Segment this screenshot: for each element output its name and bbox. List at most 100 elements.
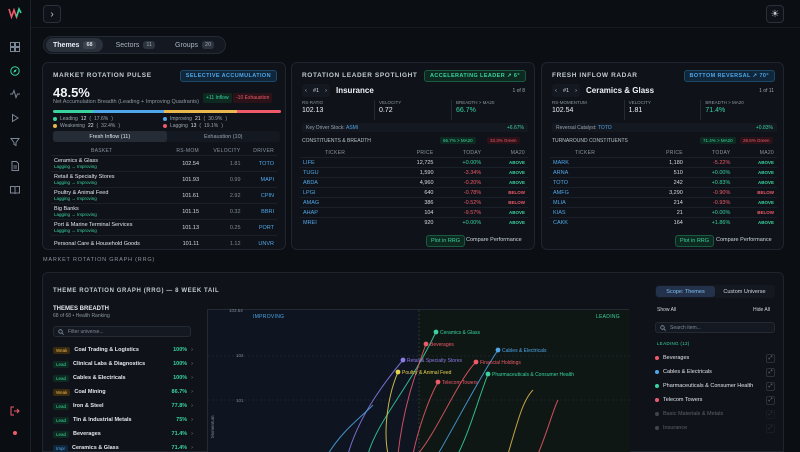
table-row[interactable]: Big Banks Lagging → Improving 101.15 0.32 BB…: [51, 203, 277, 220]
expand-icon[interactable]: ⤢: [766, 409, 775, 419]
theme-toggle-button[interactable]: ☀: [766, 5, 784, 23]
rrg-point[interactable]: [485, 371, 491, 377]
custom-universe-button[interactable]: Custom Universe: [723, 288, 766, 295]
book-icon[interactable]: [8, 183, 22, 197]
table-row[interactable]: LPGI 640 -0.78% BELOW: [300, 187, 528, 198]
play-icon[interactable]: [8, 111, 22, 125]
leading-item[interactable]: Beverages ⤢: [655, 351, 775, 365]
ticker-cell[interactable]: LIFE: [303, 159, 315, 166]
ticker-cell[interactable]: AMFG: [553, 189, 569, 196]
rotation-compass-icon[interactable]: [8, 64, 22, 78]
ticker-cell[interactable]: KIAS: [553, 209, 566, 216]
leading-item[interactable]: Basic Materials & Metals ⤢: [655, 407, 775, 421]
tab-sectors[interactable]: Sectors 11: [109, 38, 162, 52]
table-row[interactable]: Retail & Specialty Stores Lagging → Impro…: [51, 171, 277, 188]
ticker-cell[interactable]: AMAG: [303, 199, 320, 206]
rrg-point[interactable]: [495, 347, 501, 353]
rrg-point[interactable]: [423, 341, 429, 347]
table-row[interactable]: Poultry & Animal Feed Lagging → Improving…: [51, 187, 277, 204]
table-row[interactable]: CAKK 164 +1.86% ABOVE: [550, 217, 777, 228]
document-icon[interactable]: [8, 159, 22, 173]
driver-cell[interactable]: UNVR: [258, 240, 274, 247]
ticker-cell[interactable]: TOTO: [553, 179, 569, 186]
expand-sidebar-button[interactable]: ›: [43, 5, 61, 23]
compare-performance-button[interactable]: Compare Performance: [716, 237, 772, 243]
show-all-button[interactable]: Show All: [657, 307, 677, 313]
ticker-cell[interactable]: MARK: [553, 159, 569, 166]
table-row[interactable]: AMFG 3,290 -0.90% BELOW: [550, 187, 777, 198]
driver-cell[interactable]: CPIN: [260, 192, 274, 199]
app-logo-icon[interactable]: [8, 7, 22, 19]
rank-stepper[interactable]: ‹ #1 ›: [552, 84, 580, 97]
rrg-point[interactable]: [435, 379, 441, 385]
catalyst-ticker[interactable]: TOTO: [597, 124, 612, 131]
table-row[interactable]: MARK 1,180 -5.22% ABOVE: [550, 157, 777, 168]
tab-exhaustion[interactable]: Exhaustion (10): [203, 133, 243, 140]
expand-icon[interactable]: ⤢: [766, 423, 775, 433]
prev-icon[interactable]: ‹: [305, 87, 307, 94]
table-row[interactable]: TOTO 242 +0.83% ABOVE: [550, 177, 777, 188]
ticker-cell[interactable]: LPGI: [303, 189, 316, 196]
ticker-cell[interactable]: CAKK: [553, 219, 568, 226]
table-row[interactable]: MLIA 214 -0.93% ABOVE: [550, 197, 777, 208]
ticker-cell[interactable]: ARNA: [553, 169, 569, 176]
logout-icon[interactable]: [8, 404, 22, 418]
list-item[interactable]: Lead Iron & Steel 77.8% ›: [53, 399, 193, 413]
key-driver-ticker[interactable]: ASMI: [346, 124, 359, 131]
pulse-icon[interactable]: [8, 87, 22, 101]
rrg-point[interactable]: [473, 359, 479, 365]
tab-fresh-inflow[interactable]: Fresh Inflow (11): [53, 131, 167, 142]
ticker-cell[interactable]: MREI: [303, 219, 317, 226]
compare-performance-button[interactable]: Compare Performance: [466, 237, 522, 243]
list-item[interactable]: Lead Beverages 71.4% ›: [53, 427, 193, 441]
list-item[interactable]: Impr Ceramics & Glass 71.4% ›: [53, 441, 193, 452]
expand-icon[interactable]: ⤢: [766, 395, 775, 405]
rank-stepper[interactable]: ‹ #1 ›: [302, 84, 330, 97]
table-row[interactable]: MREI 920 +0.00% ABOVE: [300, 217, 528, 228]
driver-cell[interactable]: TOTO: [258, 160, 274, 167]
filter-input[interactable]: Filter universe...: [53, 326, 191, 337]
hide-all-button[interactable]: Hide All: [753, 307, 770, 313]
leading-item[interactable]: Pharmaceuticals & Consumer Health ⤢: [655, 379, 775, 393]
table-row[interactable]: Personal Care & Household Goods 101.11 1.1…: [51, 235, 277, 252]
expand-icon[interactable]: ⤢: [766, 381, 775, 391]
table-row[interactable]: AMAG 386 -0.52% BELOW: [300, 197, 528, 208]
table-row[interactable]: AHAP 104 -9.57% ABOVE: [300, 207, 528, 218]
leading-item[interactable]: Cables & Electricals ⤢: [655, 365, 775, 379]
leading-item[interactable]: Insurance ⤢: [655, 421, 775, 435]
table-row[interactable]: KIAS 21 +0.00% BELOW: [550, 207, 777, 218]
table-row[interactable]: Ceramics & Glass Lagging → Improving 102.5…: [51, 155, 277, 172]
driver-cell[interactable]: PORT: [258, 224, 274, 231]
driver-cell[interactable]: BBRI: [261, 208, 274, 215]
ticker-cell[interactable]: MLIA: [553, 199, 566, 206]
table-row[interactable]: ARNA 510 +0.00% ABOVE: [550, 167, 777, 178]
list-item[interactable]: Lead Clinical Labs & Diagnostics 100% ›: [53, 357, 193, 371]
list-item[interactable]: Weak Coal Trading & Logistics 100% ›: [53, 343, 193, 357]
table-row[interactable]: Port & Marine Terminal Services Lagging →…: [51, 219, 277, 236]
list-item[interactable]: Lead Cables & Electricals 100% ›: [53, 371, 193, 385]
prev-icon[interactable]: ‹: [555, 87, 557, 94]
filter-icon[interactable]: [8, 135, 22, 149]
ticker-cell[interactable]: AHAP: [303, 209, 318, 216]
ticker-cell[interactable]: ABDA: [303, 179, 318, 186]
plot-in-rrg-button[interactable]: Plot in RRG: [675, 235, 715, 247]
scope-themes-button[interactable]: Scope: Themes: [656, 286, 715, 297]
leading-item[interactable]: Telecom Towers ⤢: [655, 393, 775, 407]
expand-icon[interactable]: ⤢: [766, 367, 775, 377]
list-item[interactable]: Lead Tin & Industrial Metals 75% ›: [53, 413, 193, 427]
driver-cell[interactable]: MAPI: [260, 176, 274, 183]
tab-groups[interactable]: Groups 20: [168, 38, 221, 52]
table-row[interactable]: TUGU 1,590 -3.34% ABOVE: [300, 167, 528, 178]
tab-themes[interactable]: Themes 68: [46, 38, 103, 52]
rrg-point[interactable]: [395, 369, 401, 375]
next-icon[interactable]: ›: [575, 87, 577, 94]
list-item[interactable]: Weak Coal Mining 86.7% ›: [53, 385, 193, 399]
expand-icon[interactable]: ⤢: [766, 353, 775, 363]
rrg-point[interactable]: [433, 329, 439, 335]
table-row[interactable]: ABDA 4,960 -0.20% ABOVE: [300, 177, 528, 188]
plot-in-rrg-button[interactable]: Plot in RRG: [426, 235, 466, 247]
search-item-input[interactable]: Search item...: [655, 322, 775, 333]
ticker-cell[interactable]: TUGU: [303, 169, 319, 176]
dashboard-icon[interactable]: [8, 40, 22, 54]
table-row[interactable]: LIFE 12,725 +0.00% ABOVE: [300, 157, 528, 168]
